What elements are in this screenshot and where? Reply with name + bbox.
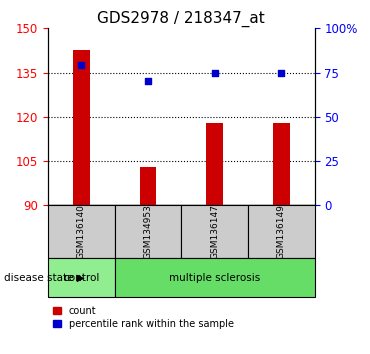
- Bar: [73, 51, 90, 205]
- Text: control: control: [63, 273, 100, 283]
- Text: disease state ▶: disease state ▶: [4, 273, 84, 283]
- Bar: [115, 258, 314, 297]
- Point: [145, 79, 151, 84]
- Bar: [273, 123, 289, 205]
- Point: [78, 63, 84, 68]
- Bar: [48, 205, 115, 258]
- Bar: [115, 205, 181, 258]
- Bar: [181, 205, 248, 258]
- Bar: [48, 258, 115, 297]
- Title: GDS2978 / 218347_at: GDS2978 / 218347_at: [97, 11, 265, 27]
- Point: [212, 70, 218, 75]
- Text: GSM134953: GSM134953: [144, 204, 152, 259]
- Text: GSM136149: GSM136149: [277, 204, 286, 259]
- Bar: [206, 123, 223, 205]
- Legend: count, percentile rank within the sample: count, percentile rank within the sample: [53, 306, 233, 329]
- Text: multiple sclerosis: multiple sclerosis: [169, 273, 260, 283]
- Text: GSM136147: GSM136147: [210, 204, 219, 259]
- Point: [278, 70, 284, 75]
- Bar: [140, 167, 157, 205]
- Text: GSM136140: GSM136140: [77, 204, 86, 259]
- Bar: [248, 205, 314, 258]
